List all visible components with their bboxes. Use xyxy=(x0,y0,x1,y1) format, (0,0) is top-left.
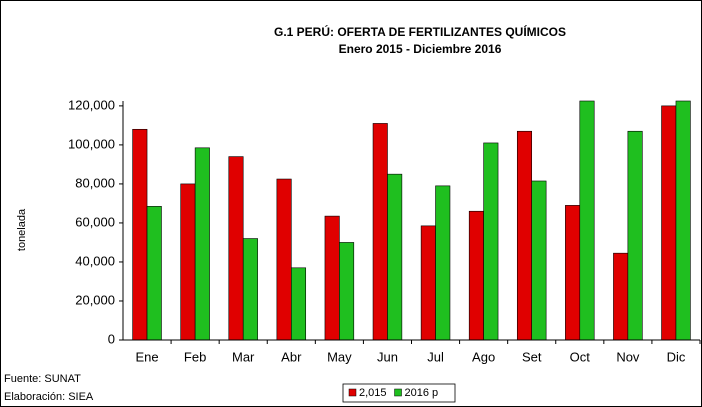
x-tick-label: Mar xyxy=(232,349,255,364)
bar xyxy=(435,185,451,341)
x-tick-label: Ago xyxy=(472,349,495,364)
bar xyxy=(339,242,355,341)
bar xyxy=(194,147,210,341)
x-tick-label: Oct xyxy=(570,349,591,364)
bar xyxy=(146,206,162,341)
legend-swatch xyxy=(394,388,402,397)
x-tick-label: Nov xyxy=(616,349,640,364)
y-axis-label: tonelada xyxy=(16,208,28,251)
bar xyxy=(242,238,258,341)
bar xyxy=(324,215,340,341)
x-tick-label: Dic xyxy=(667,349,686,364)
y-tick-label: 0 xyxy=(108,331,115,346)
bar xyxy=(132,128,148,341)
y-tick-label: 40,000 xyxy=(75,253,115,268)
bar xyxy=(675,100,691,341)
bar xyxy=(290,267,307,341)
legend-label: 2,015 xyxy=(359,387,387,399)
bar xyxy=(516,130,533,341)
bar xyxy=(387,173,403,341)
x-tick-label: Set xyxy=(522,349,542,364)
legend-swatch xyxy=(348,388,357,397)
bar xyxy=(579,100,595,341)
bar xyxy=(228,156,244,341)
bar xyxy=(661,105,677,341)
y-tick-label: 120,000 xyxy=(68,97,115,112)
source-note: Fuente: SUNAT xyxy=(4,373,81,385)
x-tick-label: May xyxy=(327,349,352,364)
chart-title: G.1 PERÚ: OFERTA DE FERTILIZANTES QUÍMIC… xyxy=(274,24,566,39)
y-tick-label: 80,000 xyxy=(75,175,115,190)
bar xyxy=(420,225,436,341)
chart-subtitle: Enero 2015 - Diciembre 2016 xyxy=(339,42,502,56)
bar xyxy=(531,180,547,341)
bar xyxy=(180,183,196,341)
bar xyxy=(565,205,581,341)
y-tick-label: 60,000 xyxy=(75,214,115,229)
x-tick-label: Abr xyxy=(281,349,302,364)
y-tick-label: 20,000 xyxy=(75,292,115,307)
source-note: Elaboración: SIEA xyxy=(4,391,94,403)
bar xyxy=(627,130,643,341)
bar xyxy=(483,142,499,341)
x-tick-label: Jul xyxy=(427,349,444,364)
bar xyxy=(468,210,484,341)
bar xyxy=(276,178,292,341)
bar xyxy=(372,123,388,341)
x-tick-label: Jun xyxy=(377,349,398,364)
legend-label: 2016 p xyxy=(405,387,439,399)
x-tick-label: Feb xyxy=(184,349,206,364)
bar xyxy=(613,252,629,341)
y-tick-label: 100,000 xyxy=(68,136,115,151)
x-tick-label: Ene xyxy=(135,349,158,364)
